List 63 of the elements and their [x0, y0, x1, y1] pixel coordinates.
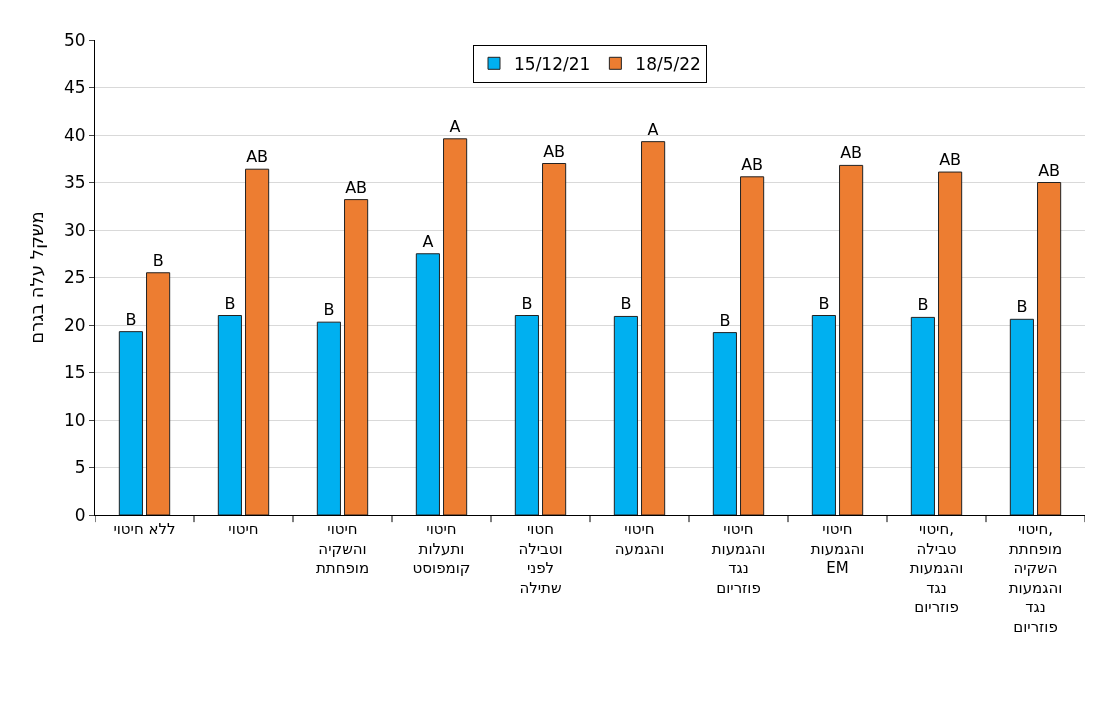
y-tick-label: 10: [63, 409, 86, 430]
y-tick-label: 45: [63, 77, 86, 98]
x-tick-label: חיטוי, טבילה והגמעות נגד פוזריום: [909, 520, 964, 616]
y-tick-label: 30: [63, 219, 86, 240]
data-label: AB: [246, 147, 269, 167]
y-axis-title: משקל עלה בגרם: [26, 211, 48, 344]
legend-label: 15/12/21: [514, 53, 591, 74]
data-label: B: [719, 310, 731, 330]
bar: [811, 315, 836, 515]
bar: [146, 272, 171, 515]
legend-label: 18/5/22: [635, 53, 701, 74]
bar: [938, 171, 963, 515]
data-label: AB: [1038, 160, 1061, 180]
y-tick-label: 5: [74, 457, 86, 478]
bar: [316, 321, 341, 515]
y-tick-label: 25: [63, 267, 86, 288]
data-label: AB: [741, 154, 764, 174]
data-label: A: [647, 119, 659, 139]
bar: [118, 331, 143, 515]
data-label: B: [917, 295, 929, 315]
y-tick-label: 50: [63, 29, 86, 50]
x-tick-label: חטוי וטבילה לפני שתילה: [518, 520, 563, 597]
data-label: B: [521, 293, 533, 313]
data-label: B: [620, 294, 632, 314]
y-tick-label: 20: [63, 314, 86, 335]
bar: [344, 199, 369, 515]
x-tick-label: חיטוי והשקיה מופחתת: [315, 520, 370, 577]
x-tick-label: חיטוי: [228, 520, 259, 538]
data-label: AB: [840, 143, 863, 163]
data-label: B: [818, 293, 830, 313]
y-tick-label: 0: [74, 504, 86, 525]
bar: [613, 315, 638, 515]
bar: [641, 141, 666, 515]
data-label: AB: [543, 141, 566, 161]
data-label: AB: [345, 177, 368, 197]
y-tick-label: 35: [63, 172, 86, 193]
bar: [415, 253, 440, 515]
bar: [1009, 318, 1034, 515]
x-tick-label: חיטוי והגמעות נגד פוזריום: [711, 520, 766, 597]
bar: [514, 315, 539, 515]
data-label: A: [422, 231, 434, 251]
y-tick-label: 40: [63, 124, 86, 145]
data-label: B: [152, 250, 164, 270]
bar: [542, 163, 567, 515]
y-tick-label: 15: [63, 362, 86, 383]
bar: [740, 176, 765, 515]
bar: [1037, 182, 1062, 515]
data-label: B: [125, 309, 137, 329]
data-label: B: [1016, 297, 1028, 317]
x-tick-label: חיטוי והגמעה: [614, 520, 665, 558]
data-label: B: [224, 293, 236, 313]
bar: [712, 332, 737, 515]
bar: [910, 316, 935, 515]
x-tick-label: חיטוי, מופחתת השקיה והגמעות נגד פוזריום: [1008, 520, 1063, 636]
bar: [839, 164, 864, 515]
data-label: B: [323, 300, 335, 320]
bar: [443, 138, 468, 515]
bar: [245, 168, 270, 515]
data-label: AB: [939, 150, 962, 170]
x-tick-label: ללא חיטוי: [113, 520, 176, 538]
x-tick-label: חיטוי ותעלות קומפוסט: [412, 520, 471, 577]
data-label: A: [449, 116, 461, 136]
bar: [217, 315, 242, 515]
